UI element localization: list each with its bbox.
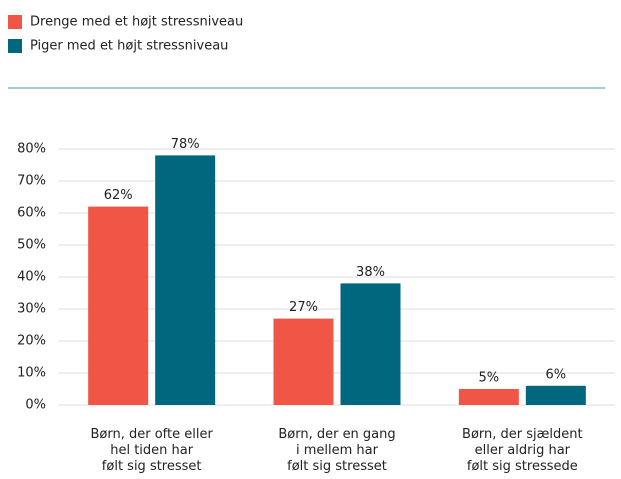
legend-label: Drenge med et højt stressniveau bbox=[30, 15, 243, 30]
legend-label: Piger med et højt stressniveau bbox=[30, 39, 228, 54]
bar bbox=[155, 155, 216, 405]
y-tick-label: 60% bbox=[17, 206, 46, 221]
legend-swatch bbox=[8, 39, 22, 53]
bar bbox=[458, 389, 519, 405]
x-tick-label: Børn, der ofte eller hel tiden har følt … bbox=[90, 427, 213, 474]
bar bbox=[273, 318, 334, 405]
bar bbox=[88, 206, 149, 405]
y-tick-label: 0% bbox=[25, 398, 46, 413]
data-label: 5% bbox=[479, 371, 500, 386]
data-label: 6% bbox=[546, 367, 567, 382]
data-label: 78% bbox=[171, 137, 200, 152]
data-label: 62% bbox=[104, 188, 133, 203]
y-tick-label: 10% bbox=[17, 366, 46, 381]
data-label: 27% bbox=[289, 300, 318, 315]
data-label: 38% bbox=[356, 265, 385, 280]
bar bbox=[340, 283, 401, 405]
x-tick-label: Børn, der sjældent eller aldrig har følt… bbox=[462, 427, 583, 474]
bar bbox=[525, 385, 586, 405]
y-tick-label: 20% bbox=[17, 334, 46, 349]
y-tick-label: 70% bbox=[17, 174, 46, 189]
y-tick-label: 80% bbox=[17, 142, 46, 157]
y-tick-label: 40% bbox=[17, 270, 46, 285]
y-tick-label: 50% bbox=[17, 238, 46, 253]
legend-swatch bbox=[8, 15, 22, 29]
y-tick-label: 30% bbox=[17, 302, 46, 317]
x-tick-label: Børn, der en gang i mellem har følt sig … bbox=[278, 427, 396, 474]
